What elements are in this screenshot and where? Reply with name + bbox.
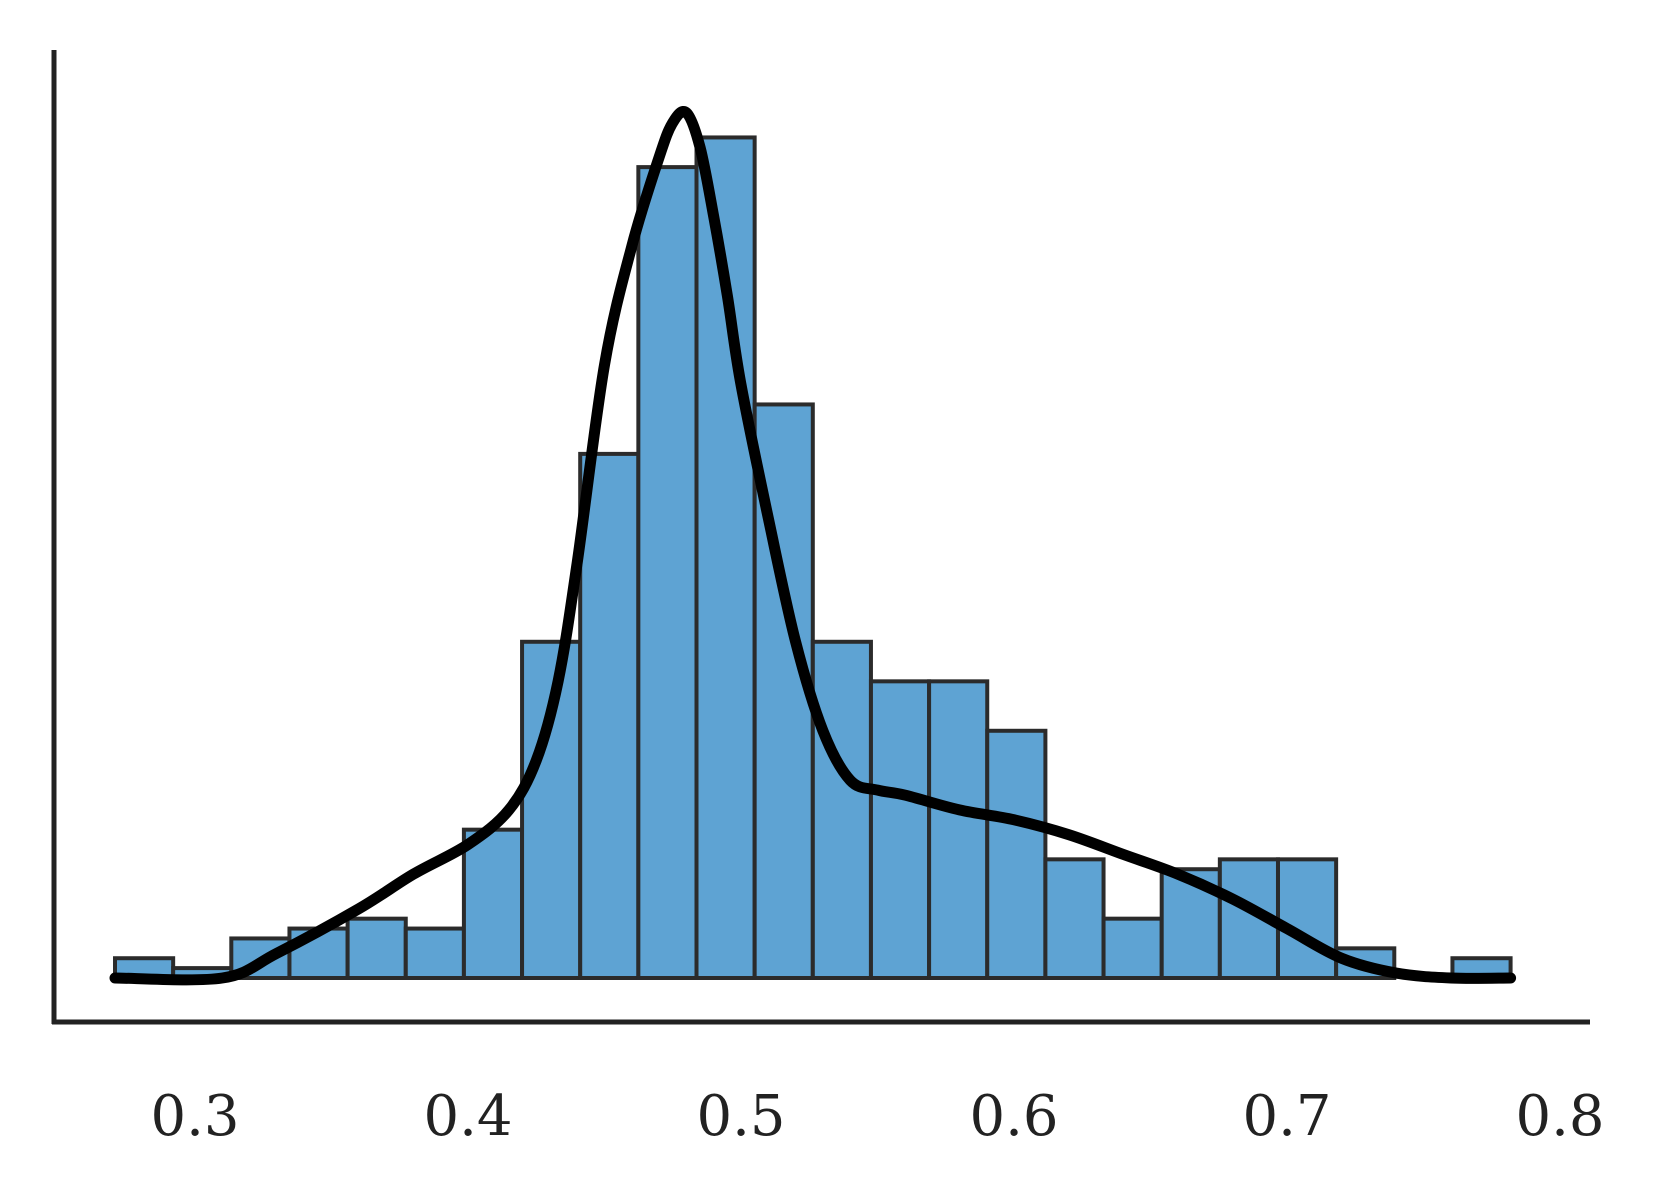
histogram-bar xyxy=(403,926,466,980)
histogram-bar xyxy=(752,402,815,980)
histogram-bar xyxy=(1275,857,1339,980)
kde-curve-layer xyxy=(109,106,1517,986)
histogram-bar xyxy=(345,916,408,981)
histogram-bars xyxy=(113,135,1513,981)
axes xyxy=(51,50,1590,1025)
histogram-bar xyxy=(578,451,641,980)
x-tick-label: 0.6 xyxy=(969,1084,1058,1149)
histogram-bar xyxy=(1101,916,1164,981)
x-tick-label: 0.8 xyxy=(1515,1084,1604,1149)
x-tick-label: 0.7 xyxy=(1242,1084,1331,1149)
histogram-bar xyxy=(1043,857,1106,980)
x-tick-label: 0.3 xyxy=(150,1084,239,1149)
kde-line xyxy=(109,106,1517,986)
x-tick-label: 0.5 xyxy=(696,1084,785,1149)
x-tick-label: 0.4 xyxy=(423,1084,512,1149)
histogram-bar xyxy=(868,679,932,980)
histogram-bar xyxy=(636,165,699,981)
x-tick-labels: 0.3 0.4 0.5 0.6 0.7 0.8 xyxy=(150,1084,1604,1149)
histogram-bar xyxy=(927,679,990,980)
histogram-bar xyxy=(810,639,873,980)
histogram-bar xyxy=(461,827,525,981)
histogram-bar xyxy=(985,728,1048,980)
